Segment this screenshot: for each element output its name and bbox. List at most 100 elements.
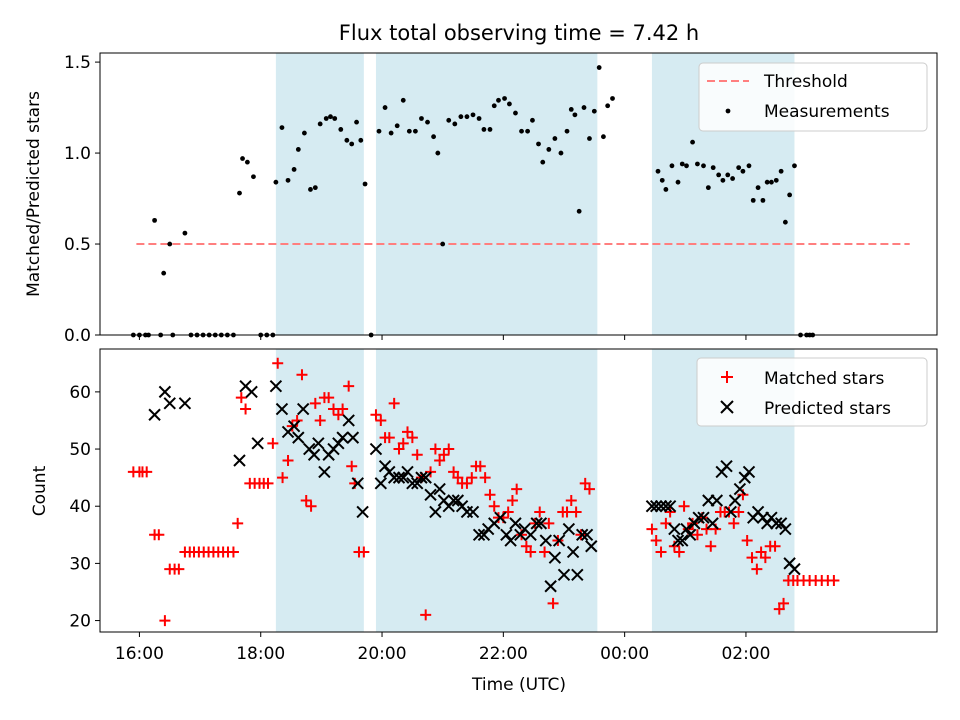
- predicted-star-marker: [378, 459, 392, 473]
- matched-star-marker: [277, 472, 289, 484]
- legend-predicted-label: Predicted stars: [764, 399, 891, 419]
- predicted-star-marker: [251, 437, 264, 450]
- predicted-star-marker: [307, 448, 321, 461]
- predicted-star-marker: [733, 482, 747, 496]
- measurement-point: [552, 136, 558, 141]
- predicted-star-marker: [706, 517, 719, 530]
- matched-star-marker: [565, 495, 577, 507]
- matched-star-marker: [655, 546, 667, 558]
- matched-star-marker: [305, 500, 317, 512]
- predicted-star-marker: [676, 534, 689, 547]
- predicted-star-marker: [668, 522, 681, 536]
- measurement-point: [663, 187, 669, 192]
- predicted-star-marker: [509, 517, 522, 530]
- measurement-point: [792, 163, 797, 169]
- predicted-star-marker: [163, 397, 176, 410]
- matched-star-marker: [728, 517, 740, 529]
- matched-star-marker: [759, 552, 771, 564]
- measurement-point: [354, 119, 359, 125]
- measurement-point: [291, 167, 297, 172]
- measurement-point: [710, 165, 716, 171]
- matched-star-marker: [828, 575, 840, 587]
- measurement-point: [452, 121, 458, 127]
- predicted-star-marker: [433, 482, 446, 496]
- matched-star-marker: [534, 506, 546, 518]
- predicted-star-marker: [571, 568, 584, 582]
- measurement-point: [675, 179, 681, 185]
- measurement-point: [564, 128, 570, 134]
- measurement-point: [476, 116, 482, 121]
- measurement-point: [773, 177, 779, 183]
- x-tick-label: 16:00: [115, 644, 164, 664]
- measurement-point: [161, 270, 167, 276]
- predicted-star-marker: [788, 562, 801, 576]
- matched-star-marker: [479, 472, 491, 484]
- matched-star-marker: [529, 517, 541, 529]
- observing-window-2: [375, 53, 598, 335]
- measurement-point: [572, 112, 578, 118]
- x-axis-label: Time (UTC): [471, 675, 566, 695]
- matched-star-marker: [741, 535, 753, 547]
- predicted-star-marker: [318, 465, 331, 479]
- measurement-point: [655, 168, 661, 174]
- predicted-star-marker: [566, 545, 580, 559]
- matched-star-marker: [579, 477, 591, 489]
- measurement-point: [491, 103, 497, 109]
- ratio-legend: Threshold Measurements: [698, 62, 928, 132]
- predicted-star-marker: [770, 517, 783, 530]
- matched-star-marker: [343, 380, 355, 392]
- matched-star-marker: [448, 466, 460, 478]
- y-tick-label: 1.0: [64, 144, 91, 164]
- matched-star-marker: [272, 357, 284, 369]
- predicted-star-marker: [720, 459, 733, 473]
- matched-star-marker: [411, 449, 423, 461]
- measurement-point: [778, 168, 784, 174]
- predicted-stars-markers: [148, 379, 801, 593]
- predicted-star-marker: [514, 528, 527, 542]
- matched-star-marker: [286, 420, 298, 432]
- predicted-star-marker: [342, 414, 355, 427]
- ratio-legend-box: [698, 62, 928, 132]
- matched-star-marker: [420, 609, 432, 621]
- measurement-point: [328, 114, 333, 120]
- measurement-point: [419, 116, 424, 121]
- matched-star-marker: [434, 454, 446, 466]
- predicted-star-marker: [524, 528, 537, 542]
- predicted-star-marker: [534, 517, 548, 530]
- predicted-star-marker: [724, 505, 737, 519]
- matched-star-marker: [262, 477, 274, 489]
- predicted-star-marker: [472, 528, 486, 542]
- matched-star-marker: [358, 546, 370, 558]
- matched-star-marker: [370, 409, 382, 421]
- predicted-star-marker: [557, 568, 571, 582]
- matched-star-marker: [678, 500, 690, 512]
- measurement-point: [279, 125, 285, 130]
- measurement-point: [659, 177, 665, 183]
- predicted-star-marker: [683, 528, 697, 542]
- ratio-panel: 0.0 0.5 1.0 1.5 Matched/Predicted stars Thr…: [24, 52, 938, 346]
- measurement-point: [746, 163, 752, 169]
- predicted-star-marker: [697, 511, 710, 524]
- predicted-star-marker: [548, 551, 562, 564]
- measurement-point: [587, 136, 592, 141]
- predicted-star-marker: [585, 540, 598, 553]
- measurement-point: [167, 241, 173, 247]
- matched-star-marker: [443, 443, 455, 455]
- matched-star-marker: [773, 603, 785, 615]
- predicted-star-marker: [296, 402, 310, 416]
- matched-star-marker: [232, 517, 244, 529]
- measurement-point: [725, 172, 731, 178]
- matched-star-marker: [300, 495, 312, 507]
- predicted-star-marker: [649, 500, 663, 513]
- measurement-point: [240, 156, 245, 161]
- measurement-point: [425, 119, 430, 125]
- matched-star-marker: [267, 437, 279, 449]
- measurement-point: [308, 187, 313, 192]
- measurement-point: [301, 130, 307, 136]
- predicted-star-marker: [552, 534, 566, 547]
- count-x-ticks: 16:00 18:00 20:00 22:00 00:00 02:00: [115, 632, 770, 664]
- measurement-point: [736, 165, 742, 171]
- matched-star-marker: [466, 472, 478, 484]
- matched-star-marker: [650, 535, 662, 547]
- measurement-point: [406, 128, 412, 134]
